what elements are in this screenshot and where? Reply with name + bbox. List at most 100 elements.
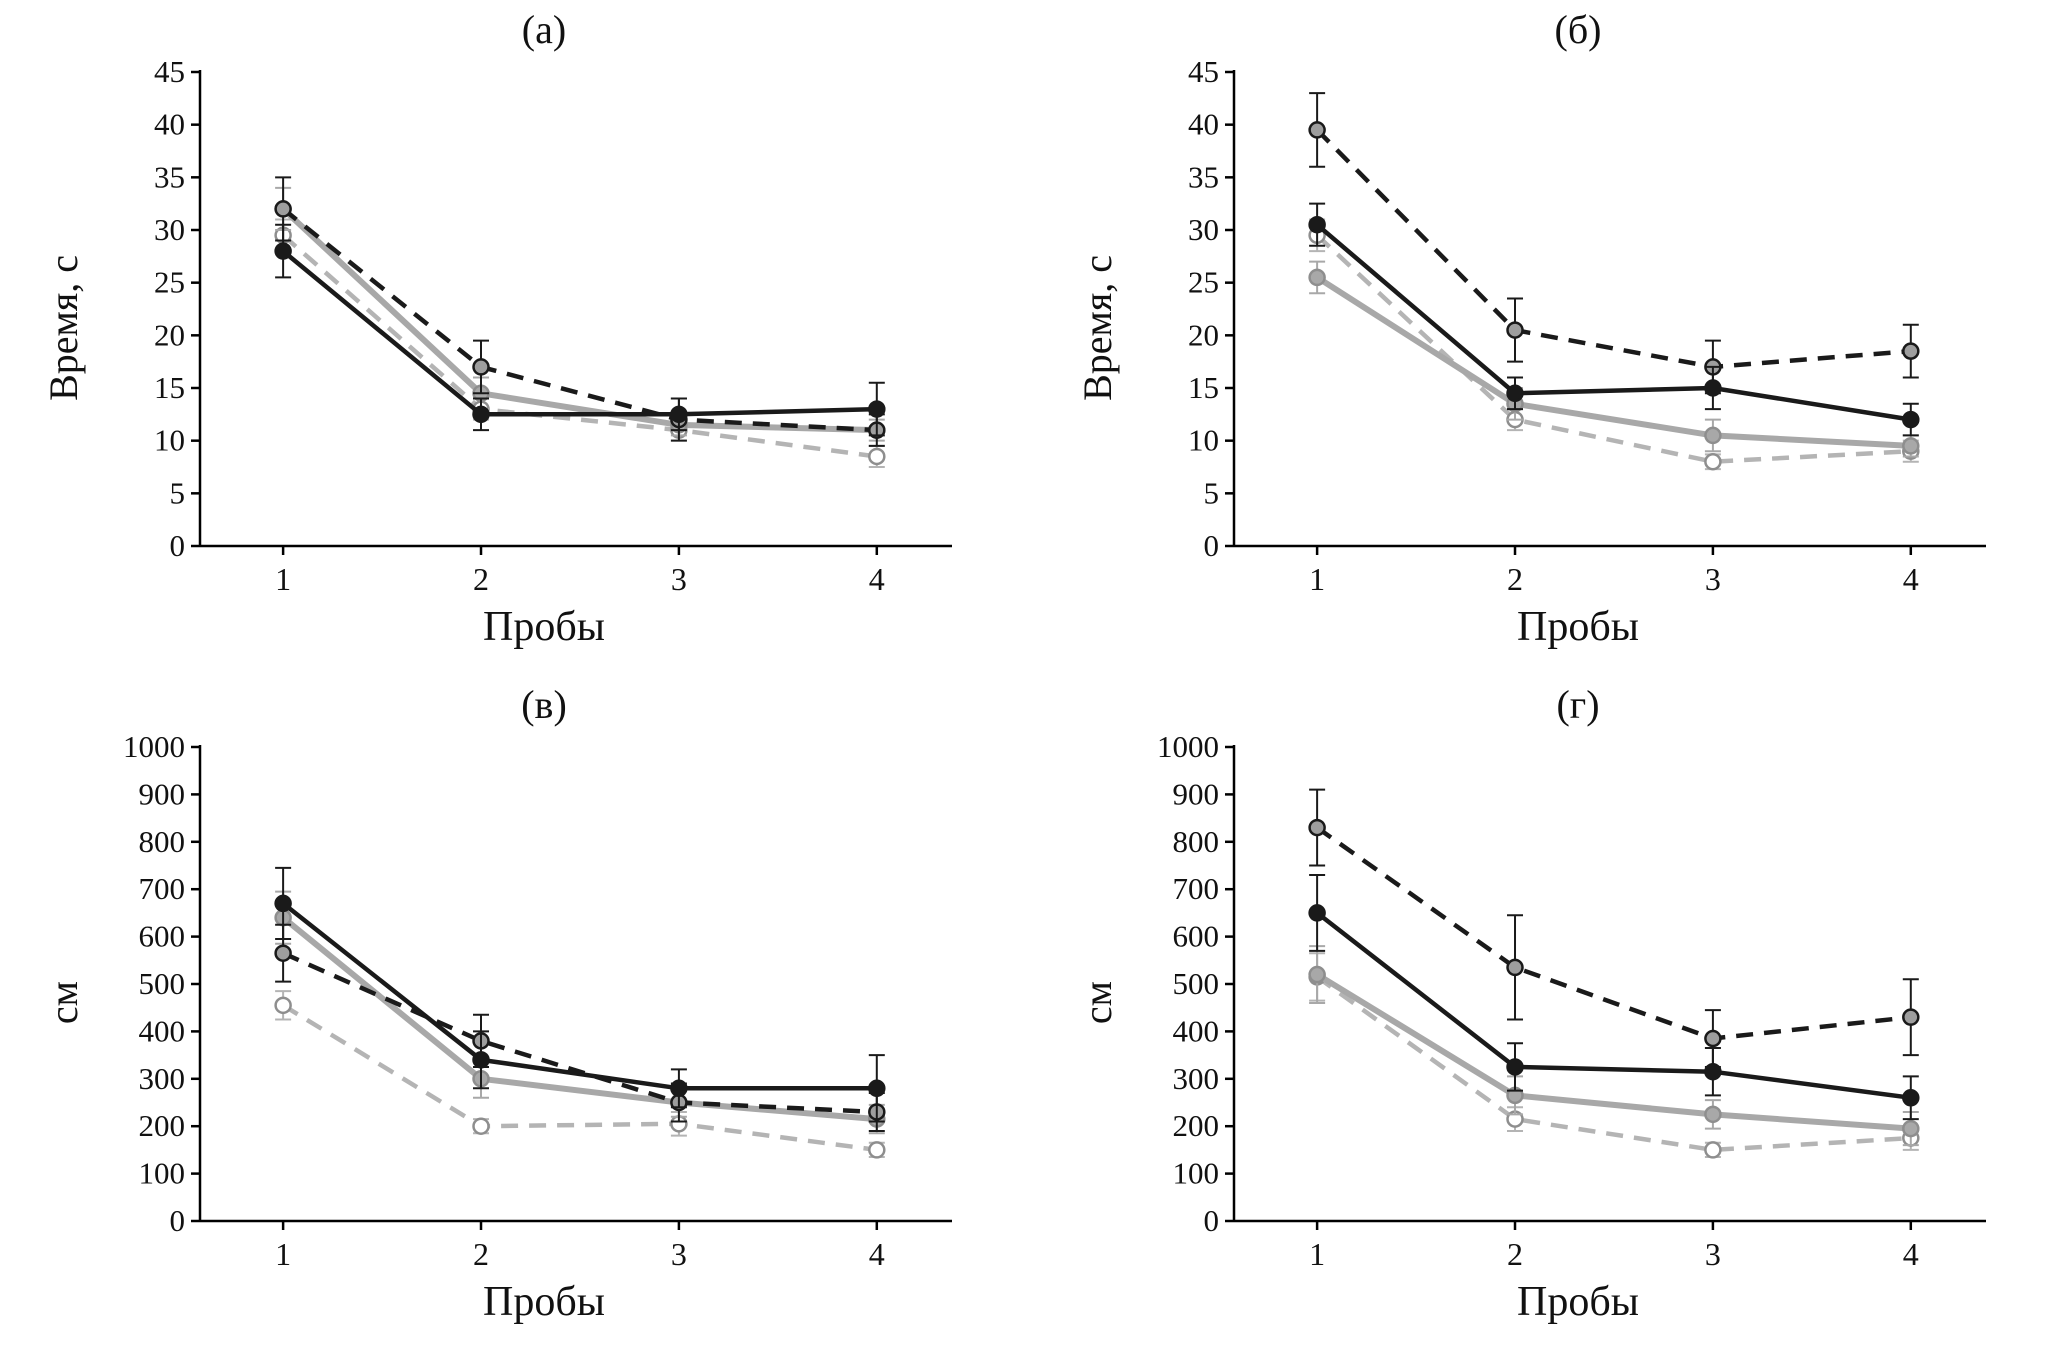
series-line	[1315, 971, 1912, 1132]
data-point-marker	[868, 400, 886, 418]
y-tick-label: 1000	[1157, 729, 1219, 764]
series-black-dashed	[274, 176, 886, 447]
y-tick-label: 200	[1173, 1108, 1220, 1143]
data-point-marker	[472, 358, 490, 376]
data-point-marker	[472, 1051, 490, 1069]
x-tick-label: 1	[1309, 561, 1325, 597]
y-ticks: 0 5 10 15 20 25 30 35 40 45	[154, 54, 200, 563]
y-tick-label: 600	[1173, 919, 1220, 954]
panel-body: Время, с 0 5 10 15 20 25 30 35 40 45 1 2 3 4	[40, 54, 994, 602]
data-point-marker	[1902, 342, 1920, 360]
series-line	[281, 1003, 878, 1153]
chart-panel-a: (а) Время, с 0 5 10 15 20 25 30 35 40 45 1 2 3 4 Проб…	[0, 0, 1034, 675]
y-axis-label: см	[41, 981, 86, 1025]
y-tick-label: 400	[139, 1013, 186, 1048]
series-line	[1315, 825, 1912, 1041]
data-point-marker	[1704, 426, 1722, 445]
y-tick-label: 600	[139, 919, 186, 954]
y-axis-label: Время, с	[41, 255, 86, 401]
series-gray-solid	[274, 890, 886, 1135]
series-black-solid	[1308, 202, 1920, 437]
data-point-marker	[1506, 958, 1524, 977]
data-point-marker	[274, 944, 292, 962]
data-point-marker	[1308, 268, 1326, 287]
axes	[1232, 70, 1986, 548]
plot-svg: 0 100 200 300 400 500 600 700 800 900 1000 1 2 3 4	[123, 729, 952, 1272]
y-tick-label: 20	[154, 317, 185, 352]
data-point-marker	[1506, 384, 1524, 403]
y-tick-label: 35	[1188, 159, 1219, 194]
y-tick-label: 300	[139, 1061, 186, 1096]
panel-title: (в)	[521, 682, 567, 727]
data-point-marker	[1308, 121, 1326, 139]
chart-panel-v: (в) см 0 100 200 300 400 500 600 700 800 900 1000 1…	[0, 675, 1034, 1350]
x-tick-label: 3	[671, 561, 687, 597]
data-point-marker	[1704, 1105, 1722, 1124]
data-point-marker	[1704, 1141, 1722, 1159]
data-point-marker	[868, 1079, 886, 1098]
y-tick-label: 1000	[123, 729, 185, 764]
y-tick-label: 800	[139, 824, 186, 859]
x-ticks: 1 2 3 4	[1309, 1221, 1919, 1272]
data-point-marker	[1308, 965, 1326, 984]
x-ticks: 1 2 3 4	[275, 1221, 885, 1272]
series-line	[281, 207, 877, 433]
data-point-marker	[1704, 1029, 1722, 1048]
series-line	[1315, 274, 1911, 449]
y-tick-label: 35	[154, 159, 185, 194]
x-tick-label: 1	[1309, 1236, 1325, 1272]
data-point-marker	[1506, 321, 1524, 339]
x-tick-label: 3	[1705, 1236, 1721, 1272]
y-tick-label: 5	[1204, 475, 1220, 510]
y-ticks: 0 100 200 300 400 500 600 700 800 900 1000	[1157, 729, 1234, 1238]
data-point-marker	[274, 242, 292, 260]
series-line	[281, 233, 878, 459]
series-gray-solid	[1308, 945, 1920, 1147]
data-point-marker	[1902, 1119, 1920, 1138]
data-point-marker	[1902, 410, 1920, 429]
data-point-marker	[274, 894, 292, 913]
y-axis-label: Время, с	[1075, 255, 1120, 401]
panel-body: см 0 100 200 300 400 500 600 700 800 900 1000 1 2 3 4	[1074, 729, 2028, 1277]
x-tick-label: 2	[473, 1236, 489, 1272]
axes	[198, 70, 952, 548]
x-tick-label: 1	[275, 1236, 291, 1272]
series-gray-dashed-open	[1308, 952, 1920, 1159]
axes	[1232, 745, 1986, 1223]
series-gray-solid	[274, 186, 886, 442]
data-point-marker	[1506, 1058, 1524, 1076]
series-line	[281, 206, 877, 434]
data-point-marker	[1308, 215, 1326, 234]
chart-panel-b: (б) Время, с 0 5 10 15 20 25 30 35 40 45 1 2 3 4 Проб…	[1034, 0, 2068, 675]
y-tick-label: 0	[170, 528, 186, 563]
panel-title: (г)	[1556, 682, 1600, 727]
series-line	[1315, 128, 1911, 370]
data-point-marker	[1902, 437, 1920, 455]
y-tick-label: 700	[139, 871, 186, 906]
series-line	[1315, 911, 1912, 1101]
y-tick-label: 400	[1173, 1013, 1220, 1048]
plot-svg: 0 5 10 15 20 25 30 35 40 45 1 2 3 4	[154, 54, 952, 597]
x-tick-label: 4	[1903, 1236, 1919, 1272]
y-tick-label: 700	[1173, 871, 1220, 906]
y-tick-label: 30	[1188, 212, 1219, 247]
series-gray-dashed-open	[1308, 218, 1920, 471]
x-ticks: 1 2 3 4	[1309, 546, 1919, 597]
data-point-marker	[1308, 904, 1326, 922]
x-tick-label: 3	[1705, 561, 1721, 597]
y-tick-label: 15	[154, 370, 185, 405]
x-ticks: 1 2 3 4	[275, 546, 885, 597]
y-tick-label: 300	[1173, 1061, 1220, 1096]
series-black-dashed	[274, 923, 886, 1132]
data-point-marker	[670, 405, 688, 424]
y-tick-label: 0	[1204, 528, 1220, 563]
x-axis-label: Пробы	[483, 604, 605, 650]
x-tick-label: 3	[671, 1236, 687, 1272]
y-ticks: 0 100 200 300 400 500 600 700 800 900 1000	[123, 729, 200, 1238]
x-axis-label: Пробы	[1517, 1279, 1639, 1325]
y-tick-label: 25	[154, 265, 185, 300]
data-point-marker	[274, 996, 292, 1015]
plot-svg: 0 5 10 15 20 25 30 35 40 45 1 2 3 4	[1188, 54, 1986, 597]
x-tick-label: 2	[473, 561, 489, 597]
panel-title: (а)	[521, 7, 567, 52]
